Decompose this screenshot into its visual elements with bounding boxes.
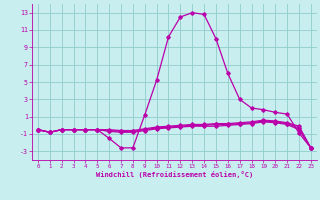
X-axis label: Windchill (Refroidissement éolien,°C): Windchill (Refroidissement éolien,°C) [96,171,253,178]
